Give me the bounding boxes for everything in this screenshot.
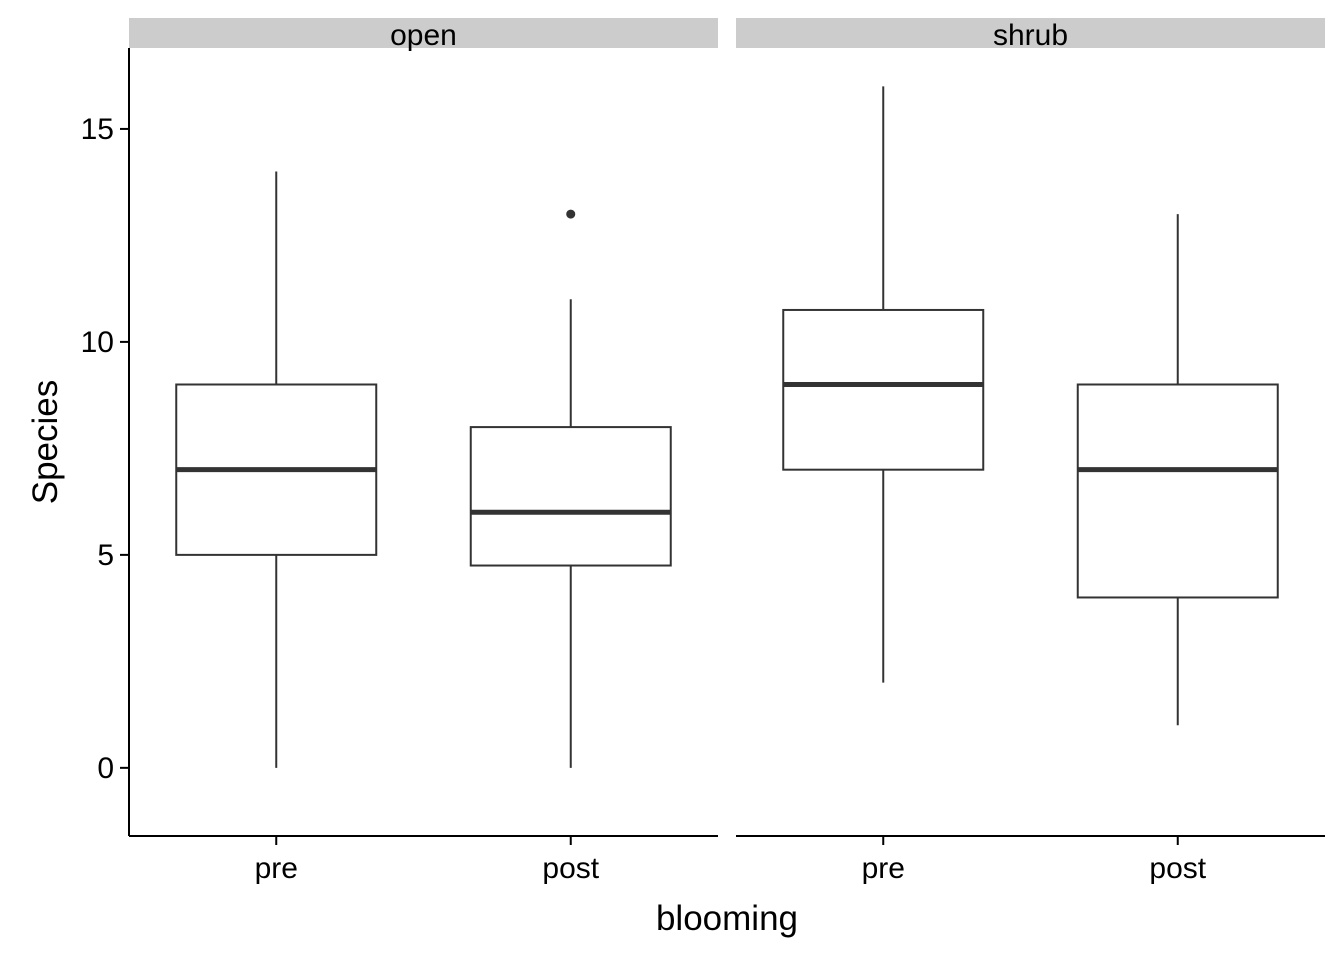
panel-shrub: pre post bbox=[736, 86, 1325, 885]
y-tick-label: 0 bbox=[97, 752, 114, 785]
x-tick-label-open-pre: pre bbox=[255, 852, 298, 885]
facet-strips: open shrub bbox=[129, 18, 1325, 52]
y-axis-title: Species bbox=[26, 380, 65, 505]
panel-open: pre post bbox=[129, 171, 718, 885]
box-open-pre bbox=[175, 171, 378, 768]
box-shrub-pre bbox=[782, 86, 985, 683]
box-shrub-post bbox=[1076, 214, 1279, 726]
outlier-point bbox=[566, 209, 576, 219]
y-axis: 0 5 10 15 bbox=[81, 48, 130, 836]
x-tick-label-open-post: post bbox=[542, 852, 599, 885]
x-tick-label-shrub-pre: pre bbox=[862, 852, 905, 885]
facet-strip-shrub bbox=[736, 18, 1325, 48]
box-iqr bbox=[782, 308, 985, 471]
y-tick-label: 5 bbox=[97, 539, 114, 572]
facet-strip-open bbox=[129, 18, 718, 48]
facet-strip-label-shrub: shrub bbox=[993, 19, 1068, 52]
x-axis-title: blooming bbox=[656, 899, 798, 938]
y-tick-label: 10 bbox=[81, 326, 114, 359]
x-tick-label-shrub-post: post bbox=[1149, 852, 1206, 885]
facet-strip-label-open: open bbox=[390, 19, 457, 52]
box-iqr bbox=[1076, 383, 1279, 599]
y-tick-label: 15 bbox=[81, 113, 114, 146]
box-open-post bbox=[469, 209, 672, 768]
facet-panels: pre post pre post bbox=[129, 86, 1325, 885]
box-iqr bbox=[469, 426, 672, 567]
